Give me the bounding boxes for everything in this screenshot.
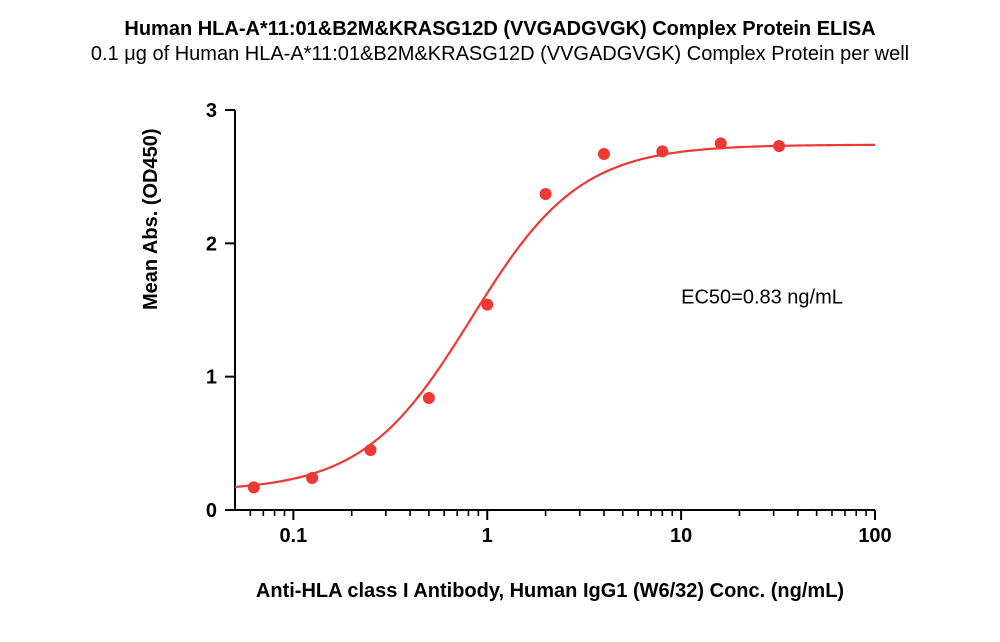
chart-svg: 01230.1110100EC50=0.83 ng/mL [215,100,885,520]
y-tick-label: 2 [206,233,217,255]
data-point [540,188,552,200]
y-tick-label: 0 [206,500,217,522]
x-axis-label: Anti-HLA class I Antibody, Human IgG1 (W… [215,580,885,603]
chart-container: Human HLA-A*11:01&B2M&KRASG12D (VVGADGVG… [0,0,1000,642]
data-point [481,299,493,311]
data-point [365,444,377,456]
data-point [248,481,260,493]
plot-area: 01230.1110100EC50=0.83 ng/mL [215,100,885,520]
fit-curve [235,145,875,487]
y-tick-label: 1 [206,367,217,389]
x-tick-label: 100 [858,525,891,547]
ec50-annotation: EC50=0.83 ng/mL [681,286,843,308]
data-point [598,148,610,160]
data-point [306,472,318,484]
x-tick-label: 0.1 [279,525,307,547]
data-point [715,137,727,149]
x-tick-label: 10 [670,525,692,547]
data-point [423,392,435,404]
x-tick-label: 1 [482,525,493,547]
data-point [773,140,785,152]
y-axis-label: Mean Abs. (OD450) [140,128,163,310]
y-tick-label: 3 [206,100,217,122]
title-block: Human HLA-A*11:01&B2M&KRASG12D (VVGADGVG… [0,18,1000,66]
chart-subtitle: 0.1 μg of Human HLA-A*11:01&B2M&KRASG12D… [0,43,1000,66]
data-point [656,145,668,157]
chart-title: Human HLA-A*11:01&B2M&KRASG12D (VVGADGVG… [0,18,1000,41]
